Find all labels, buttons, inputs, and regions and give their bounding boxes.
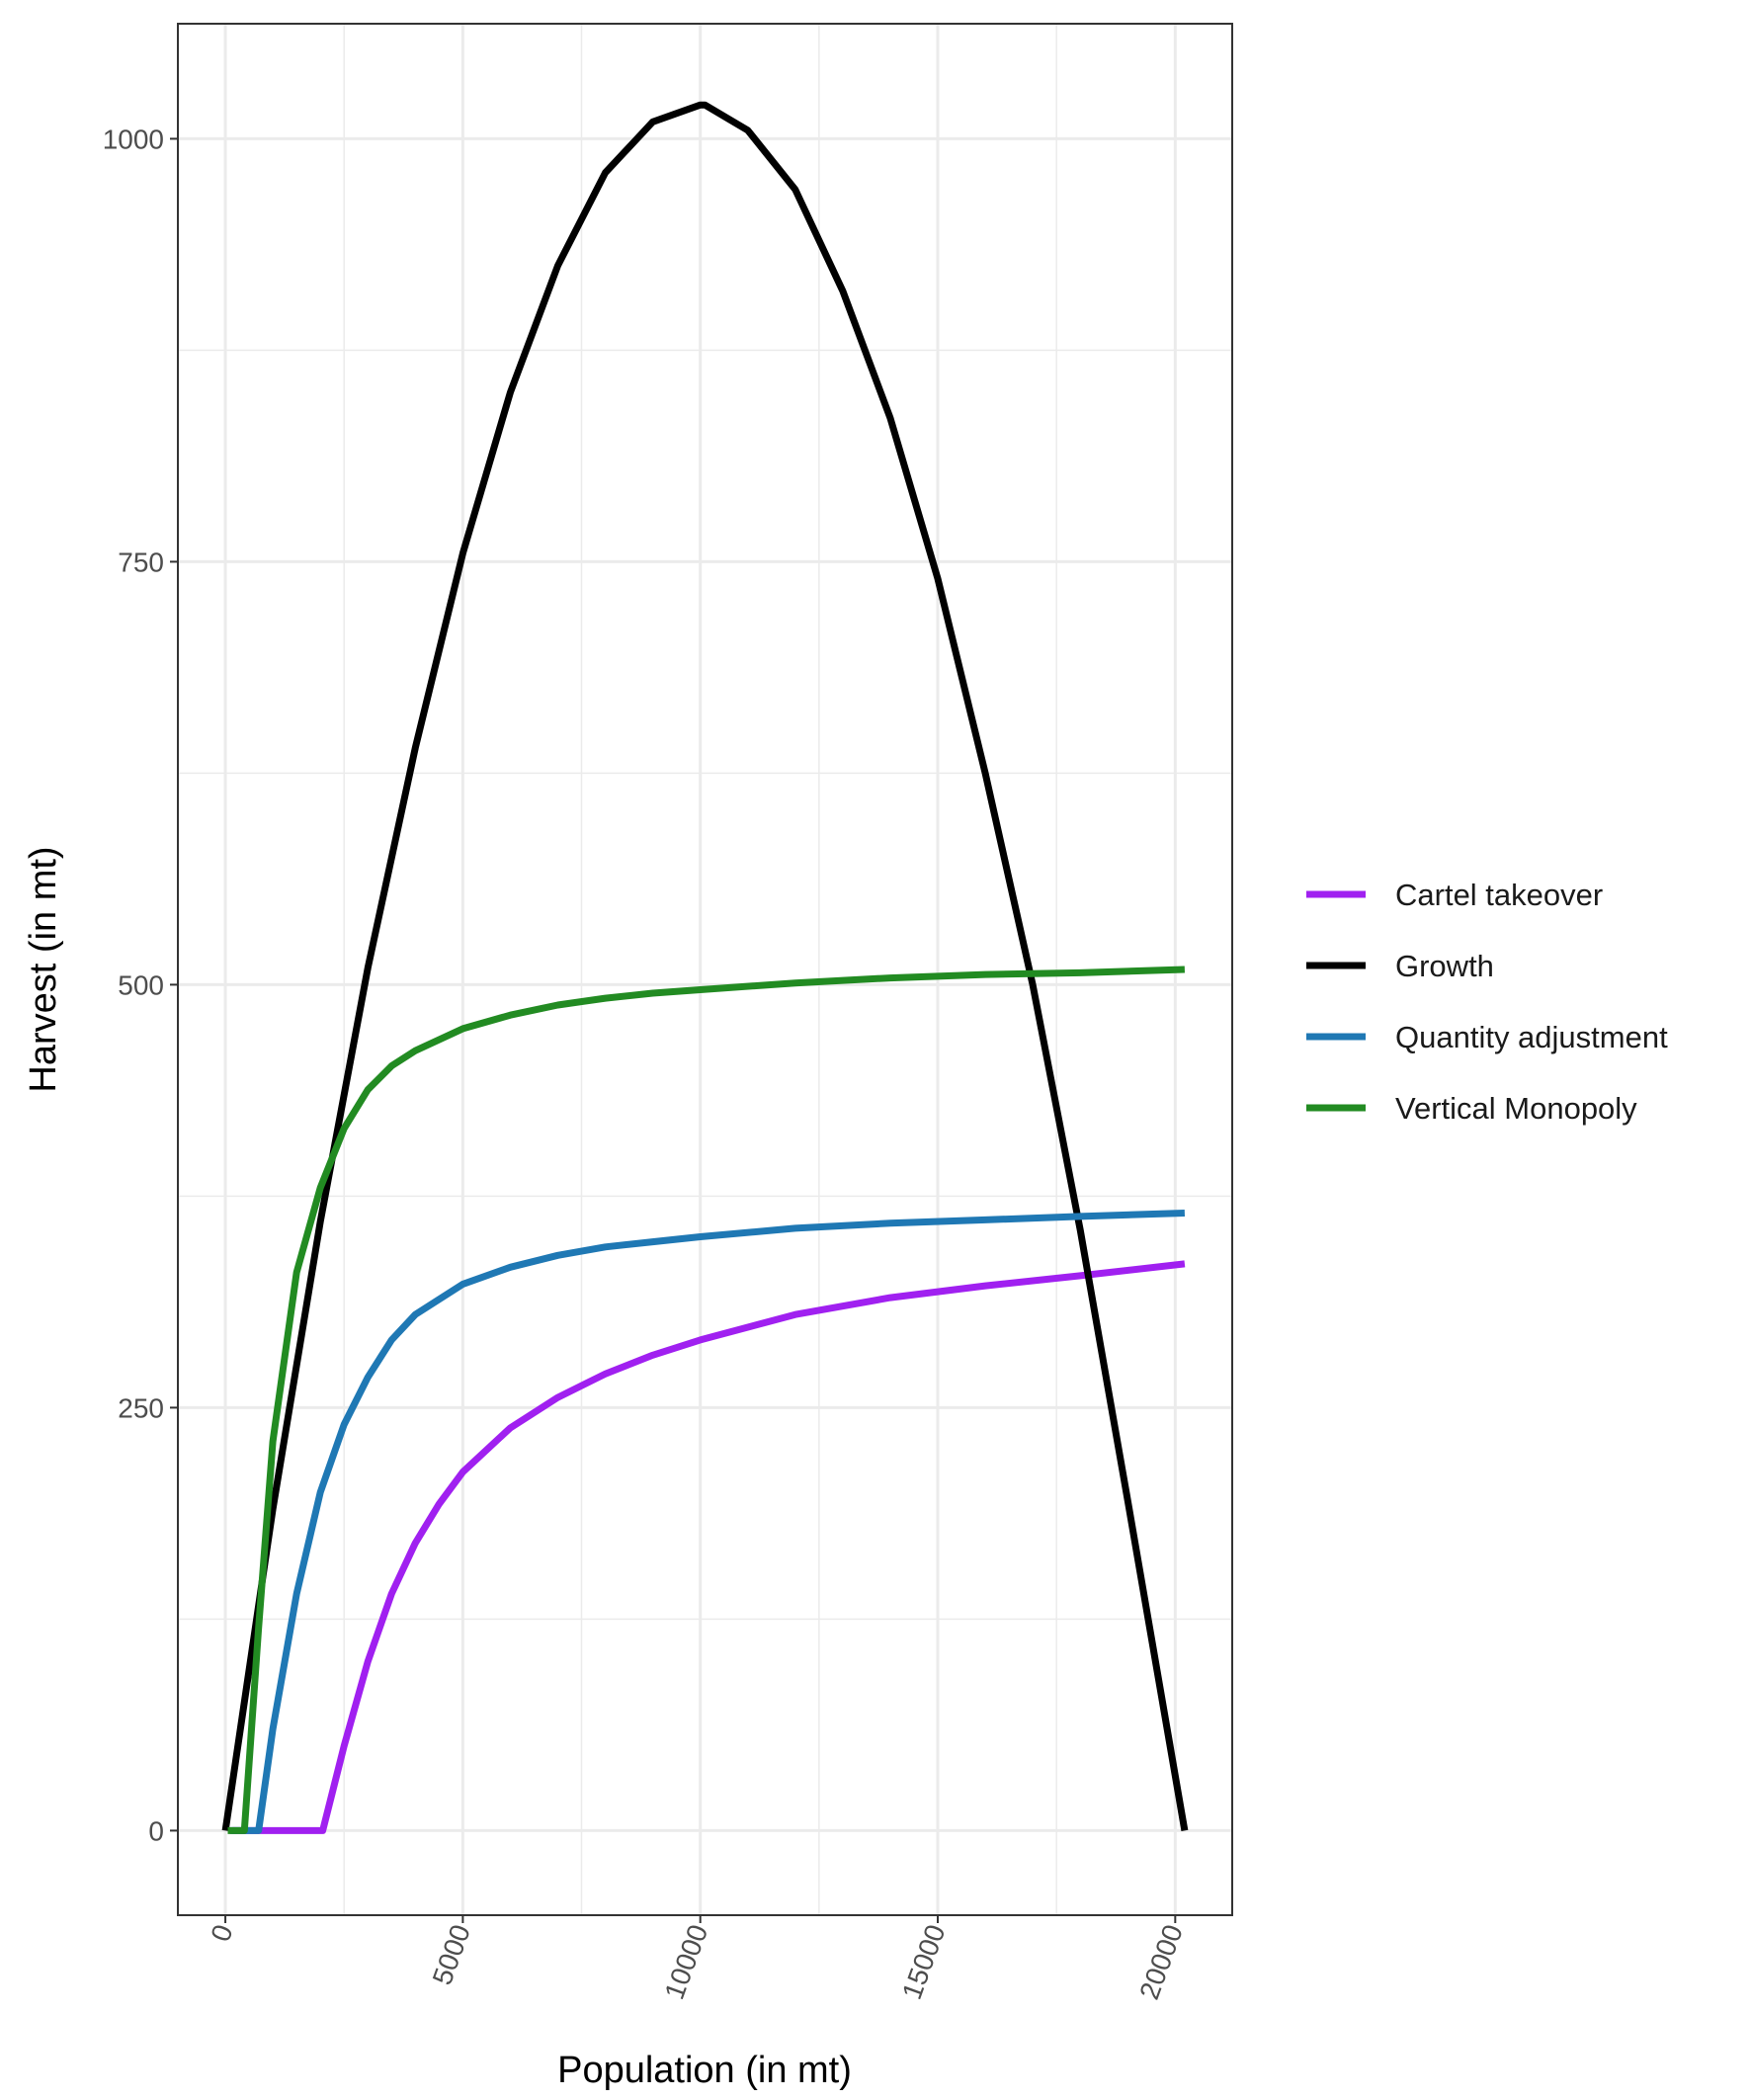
y-axis-title: Harvest (in mt) [23,846,64,1092]
y-tick-label: 750 [118,546,164,577]
y-tick-label: 0 [148,1815,164,1846]
grid [178,24,1232,1915]
series-line [227,966,1186,1834]
legend-label: Cartel takeover [1395,878,1603,912]
panel-border [177,23,1233,1916]
plot-lines [221,101,1189,1834]
legend-label: Growth [1395,949,1494,983]
series-line [221,101,1189,1831]
legend-label: Quantity adjustment [1395,1020,1668,1054]
series-line [232,1260,1186,1834]
y-tick-label: 1000 [103,124,164,154]
legend-label: Vertical Monopoly [1395,1091,1637,1126]
y-axis: 0 250 500 750 1000 [103,124,178,1846]
legend: Cartel takeover Growth Quantity adjustment… [1306,878,1668,1126]
y-tick-label: 250 [118,1392,164,1423]
series-line [229,1210,1186,1834]
y-tick-label: 500 [118,969,164,1000]
x-axis-title: Population (in mt) [557,2050,852,2091]
